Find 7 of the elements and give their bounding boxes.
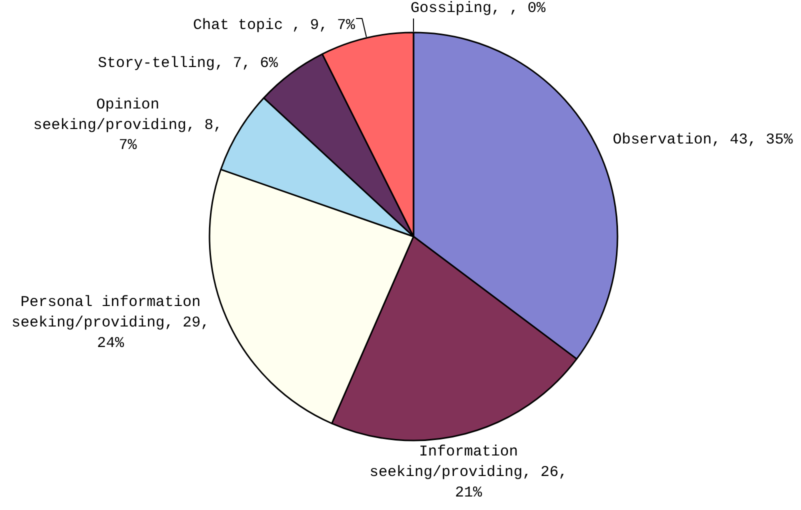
slice-label: Information seeking/providing, 26, 21% [369, 443, 568, 502]
category-label: Gossiping, , 0% [410, 0, 546, 17]
slice-label: Personal information seeking/providing, 29, 24% [12, 294, 210, 352]
slice-label: Observation, 43, 35% [612, 131, 794, 148]
slice-label: Opinion seeking/providing, 8, 7% [33, 96, 222, 154]
slice-label: Story-telling, 7, 6% [98, 55, 279, 72]
slice-label: Chat topic , 9, 7% [193, 16, 356, 34]
